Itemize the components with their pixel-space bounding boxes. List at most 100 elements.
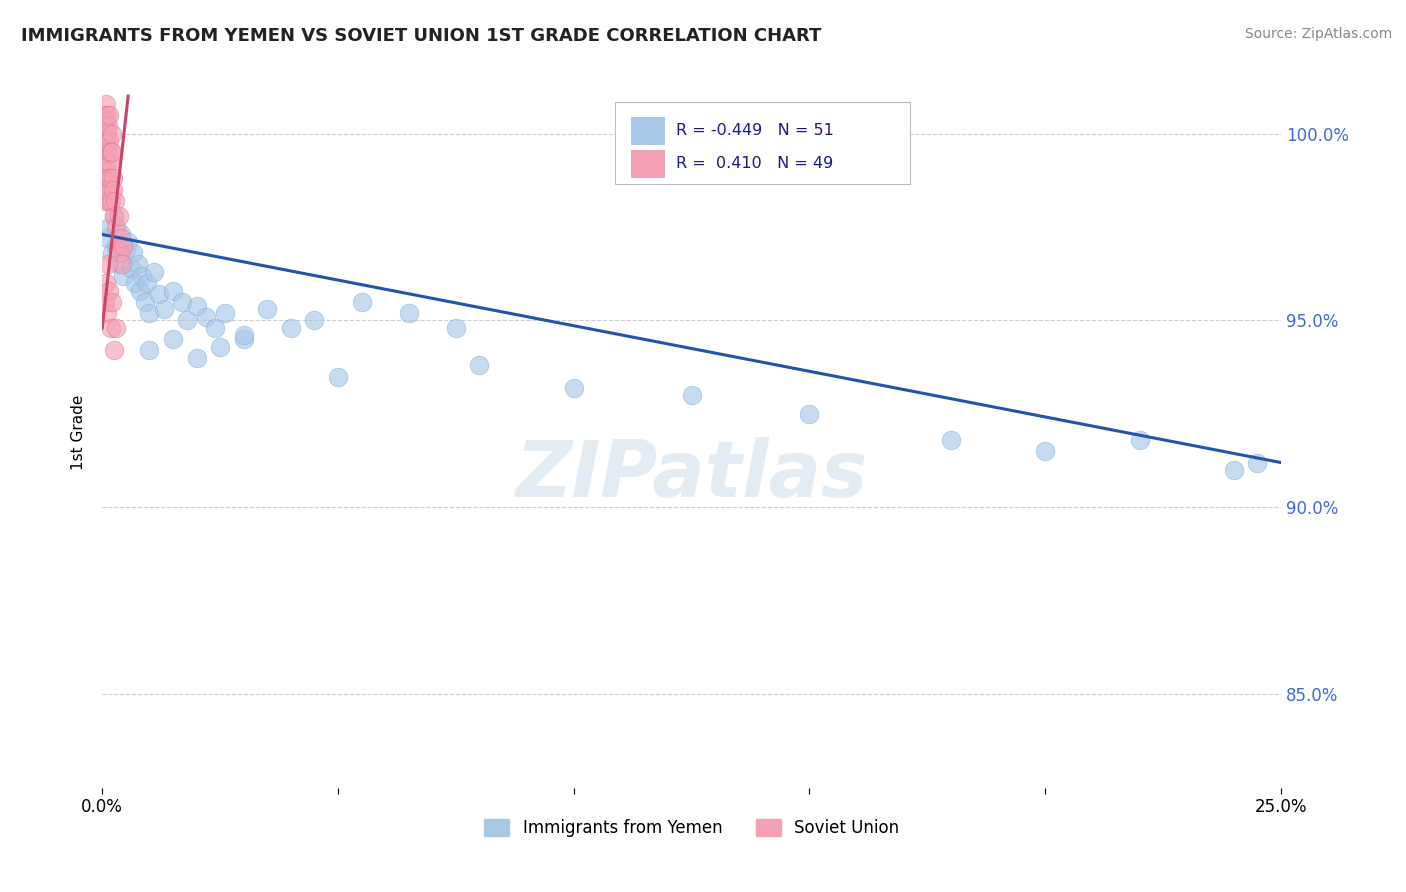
Point: [138, 306, 160, 320]
Point: [97, 171, 120, 186]
Point: [120, 261, 142, 276]
Point: [100, 294, 122, 309]
Point: [129, 284, 152, 298]
Bar: [631, 118, 665, 145]
Point: [110, 231, 132, 245]
Point: [101, 145, 124, 160]
Point: [172, 294, 194, 309]
Text: R = -0.449   N = 51: R = -0.449 N = 51: [676, 123, 834, 138]
Point: [1033, 444, 1056, 458]
Point: [97, 119, 120, 133]
Point: [304, 313, 326, 327]
Point: [100, 321, 122, 335]
Text: IMMIGRANTS FROM YEMEN VS SOVIET UNION 1ST GRADE CORRELATION CHART: IMMIGRANTS FROM YEMEN VS SOVIET UNION 1S…: [21, 27, 821, 45]
Point: [103, 209, 125, 223]
Point: [232, 332, 254, 346]
Point: [101, 183, 124, 197]
Point: [562, 381, 585, 395]
Point: [93, 294, 115, 309]
Point: [98, 156, 121, 170]
Point: [96, 183, 118, 197]
Point: [107, 238, 129, 252]
Point: [110, 227, 132, 242]
Point: [98, 108, 121, 122]
Point: [98, 171, 121, 186]
Point: [939, 433, 962, 447]
Point: [104, 194, 127, 208]
Point: [100, 127, 122, 141]
Point: [186, 351, 208, 365]
Point: [98, 183, 121, 197]
Point: [134, 294, 156, 309]
Point: [96, 194, 118, 208]
Point: [799, 407, 821, 421]
Point: [100, 246, 122, 260]
Point: [148, 287, 170, 301]
Point: [468, 359, 491, 373]
Point: [186, 299, 208, 313]
Point: [204, 321, 226, 335]
Point: [91, 183, 114, 197]
Point: [214, 306, 236, 320]
Point: [152, 302, 174, 317]
Point: [124, 276, 146, 290]
Point: [94, 145, 117, 160]
Point: [681, 388, 703, 402]
Text: R =  0.410   N = 49: R = 0.410 N = 49: [676, 156, 834, 171]
Point: [96, 127, 118, 141]
Point: [112, 238, 135, 252]
Point: [136, 276, 159, 290]
Legend: Immigrants from Yemen, Soviet Union: Immigrants from Yemen, Soviet Union: [478, 812, 905, 844]
Text: Source: ZipAtlas.com: Source: ZipAtlas.com: [1244, 27, 1392, 41]
Point: [96, 231, 118, 245]
Point: [1223, 463, 1246, 477]
Point: [94, 108, 117, 122]
Point: [121, 246, 143, 260]
Point: [103, 209, 125, 223]
Point: [1128, 433, 1150, 447]
Point: [96, 108, 118, 122]
Point: [107, 209, 129, 223]
Point: [96, 156, 118, 170]
Point: [94, 96, 117, 111]
Point: [232, 328, 254, 343]
Point: [93, 156, 115, 170]
Point: [100, 194, 122, 208]
Point: [93, 134, 115, 148]
Point: [131, 268, 153, 283]
Point: [138, 343, 160, 358]
Point: [350, 294, 373, 309]
Point: [176, 313, 198, 327]
Point: [107, 257, 129, 271]
Point: [162, 332, 184, 346]
Point: [143, 265, 166, 279]
Point: [398, 306, 420, 320]
Point: [194, 310, 217, 324]
Point: [96, 134, 118, 148]
Point: [97, 257, 120, 271]
Point: [93, 119, 115, 133]
Point: [97, 134, 120, 148]
Point: [105, 321, 128, 335]
Point: [112, 268, 135, 283]
Point: [127, 257, 149, 271]
Point: [94, 115, 117, 129]
Bar: [631, 150, 665, 178]
Point: [97, 145, 120, 160]
Point: [103, 343, 125, 358]
Point: [105, 219, 128, 234]
Point: [97, 194, 120, 208]
Point: [117, 235, 139, 249]
Point: [1246, 456, 1268, 470]
Point: [98, 284, 121, 298]
Bar: [614, 103, 910, 184]
Point: [94, 164, 117, 178]
Point: [108, 246, 131, 260]
Point: [96, 306, 118, 320]
Point: [100, 145, 122, 160]
Point: [444, 321, 467, 335]
Point: [326, 369, 349, 384]
Point: [93, 171, 115, 186]
Point: [98, 219, 121, 234]
Point: [280, 321, 302, 335]
